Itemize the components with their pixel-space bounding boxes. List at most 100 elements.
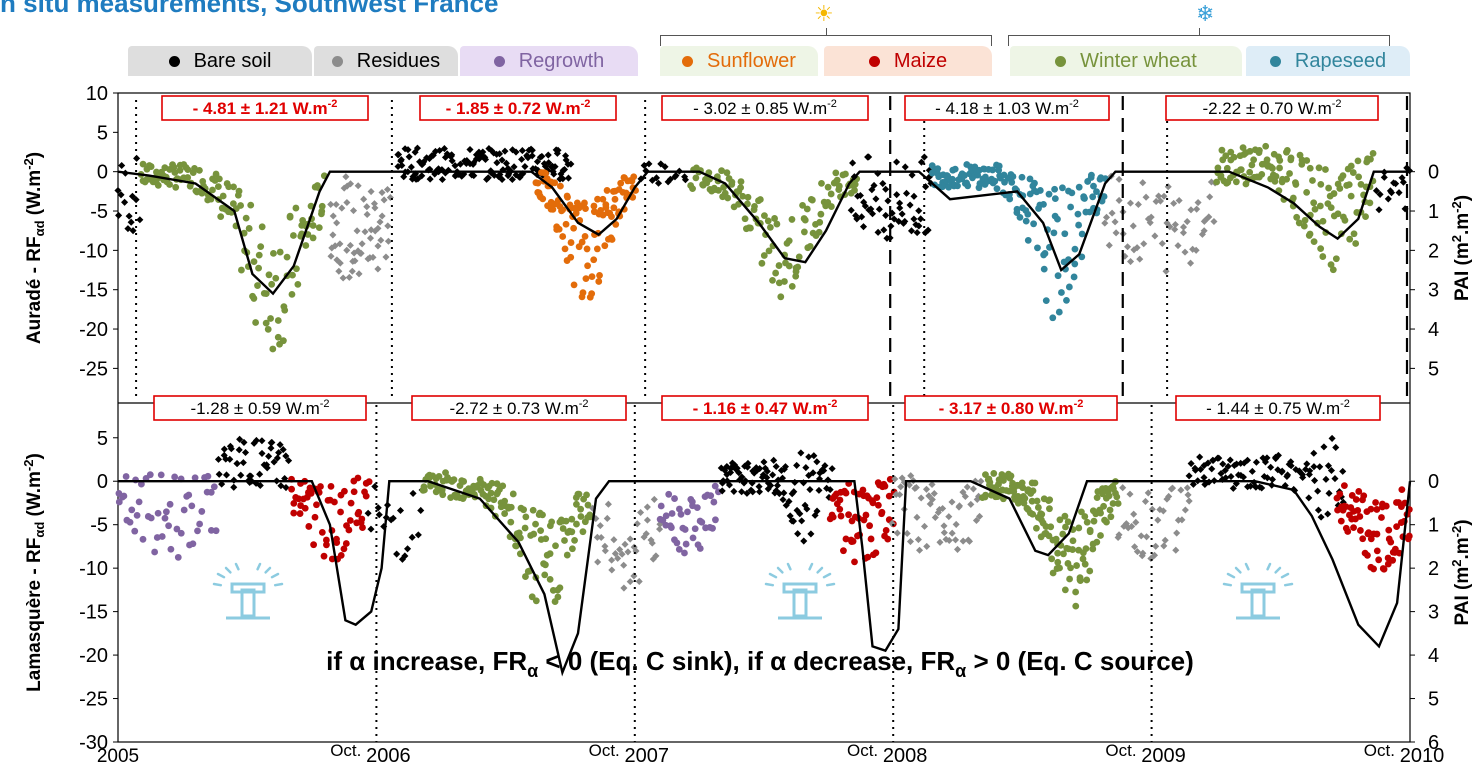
water-drop <box>808 562 814 571</box>
data-point <box>575 490 583 498</box>
y-tick-label: -25 <box>79 689 108 711</box>
data-point <box>1389 556 1397 564</box>
data-point <box>1105 492 1113 500</box>
data-point <box>842 489 850 497</box>
data-point <box>395 150 403 159</box>
data-point <box>882 185 890 193</box>
data-point <box>1332 255 1340 263</box>
data-point <box>590 256 598 264</box>
data-point <box>1114 500 1122 507</box>
data-point <box>795 253 803 261</box>
data-point <box>584 262 591 270</box>
data-point <box>1093 538 1101 546</box>
data-point <box>267 315 274 322</box>
data-point <box>1036 187 1044 194</box>
data-point <box>981 493 989 501</box>
data-point <box>1083 576 1091 584</box>
data-point <box>274 317 282 324</box>
data-point <box>189 540 197 548</box>
data-point <box>763 474 771 482</box>
water-drop <box>786 562 792 571</box>
data-point <box>681 549 688 557</box>
data-point <box>582 205 589 213</box>
winter-crops-bracket <box>1008 28 1390 46</box>
data-point <box>882 527 890 534</box>
data-point <box>1046 496 1054 504</box>
data-point <box>770 456 778 464</box>
data-point <box>696 545 704 552</box>
data-point <box>173 525 181 533</box>
data-point <box>862 511 870 519</box>
data-point <box>363 210 371 218</box>
data-point <box>875 205 883 213</box>
data-point <box>868 210 877 218</box>
data-point <box>1062 523 1069 531</box>
data-point <box>490 496 498 504</box>
data-point <box>342 173 350 181</box>
data-point <box>1100 193 1108 200</box>
data-point <box>851 558 858 566</box>
x-tick-label: Oct. 2006 <box>330 741 410 764</box>
data-point <box>1151 232 1159 240</box>
legend-item-regrowth: Regrowth <box>460 46 638 76</box>
data-point <box>1339 172 1347 180</box>
data-point <box>413 144 421 152</box>
y-tick-label: -15 <box>79 280 108 302</box>
data-point <box>684 508 691 516</box>
data-point <box>414 531 422 539</box>
data-point <box>1298 160 1306 168</box>
data-point <box>170 163 178 171</box>
data-point <box>510 163 518 171</box>
data-point <box>212 170 220 178</box>
data-point <box>384 237 392 245</box>
data-point <box>1306 230 1314 238</box>
data-point <box>1054 215 1061 223</box>
data-point <box>1102 213 1111 221</box>
data-point <box>771 215 778 222</box>
data-point <box>1030 220 1038 228</box>
data-point <box>596 522 604 530</box>
data-point <box>936 538 944 546</box>
data-point <box>229 200 237 208</box>
data-point <box>884 535 892 543</box>
data-point <box>955 502 964 510</box>
data-point <box>327 200 335 208</box>
data-point <box>374 265 382 273</box>
data-point <box>294 280 302 288</box>
data-point <box>643 516 651 524</box>
data-point <box>813 458 821 466</box>
data-point <box>258 437 266 445</box>
data-point <box>626 578 634 586</box>
data-point <box>859 223 868 231</box>
data-point <box>1086 567 1094 575</box>
legend-marker <box>868 55 880 67</box>
data-point <box>542 170 549 177</box>
data-point <box>564 174 573 182</box>
data-point <box>788 282 796 290</box>
annotation-part2: < 0 (Eq. C sink) <box>538 646 732 676</box>
data-point <box>518 147 526 155</box>
data-point <box>1218 146 1226 154</box>
data-point <box>728 178 736 186</box>
data-point <box>212 527 220 535</box>
pai-curve <box>118 480 1412 677</box>
data-point <box>820 467 828 475</box>
water-drop <box>1274 566 1282 574</box>
data-point <box>775 262 783 269</box>
data-point <box>689 534 697 542</box>
data-point <box>256 470 264 478</box>
data-point <box>1069 537 1077 545</box>
data-point <box>217 213 225 221</box>
data-point <box>1061 586 1069 594</box>
data-point <box>688 498 696 506</box>
data-point <box>1311 205 1319 213</box>
water-drop <box>822 572 832 579</box>
data-point <box>1061 230 1069 238</box>
data-point <box>952 536 960 544</box>
data-point <box>1051 185 1059 193</box>
data-point <box>1375 556 1383 564</box>
data-point <box>532 520 539 528</box>
data-point <box>176 166 184 174</box>
data-point <box>799 201 806 209</box>
